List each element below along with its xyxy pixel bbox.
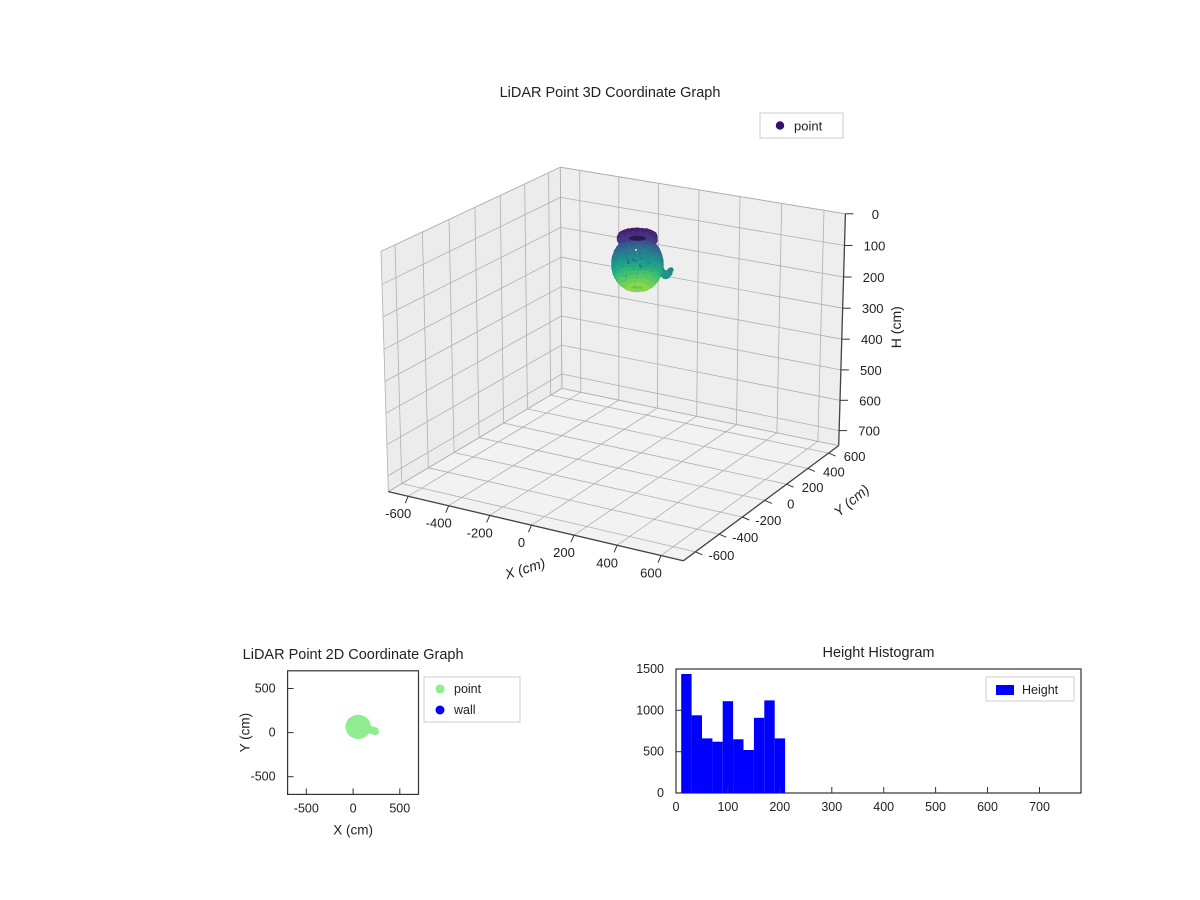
svg-text:500: 500 (389, 801, 410, 815)
svg-text:-200: -200 (755, 513, 781, 528)
svg-text:-500: -500 (251, 770, 276, 784)
svg-text:0: 0 (787, 496, 794, 511)
svg-text:point: point (794, 119, 823, 134)
svg-text:200: 200 (553, 545, 575, 560)
svg-text:X (cm): X (cm) (502, 555, 547, 583)
svg-text:600: 600 (844, 449, 866, 464)
svg-text:500: 500 (860, 363, 882, 378)
svg-text:Y (cm): Y (cm) (831, 481, 873, 520)
svg-text:400: 400 (596, 555, 618, 570)
svg-text:-600: -600 (708, 548, 734, 563)
svg-text:400: 400 (823, 464, 845, 479)
svg-text:-200: -200 (467, 525, 493, 540)
svg-text:LiDAR Point 3D Coordinate Grap: LiDAR Point 3D Coordinate Graph (500, 85, 721, 101)
svg-text:0: 0 (872, 207, 879, 222)
svg-text:-400: -400 (732, 530, 758, 545)
svg-text:0: 0 (350, 801, 357, 815)
svg-text:100: 100 (864, 239, 886, 254)
svg-text:600: 600 (640, 566, 662, 581)
svg-text:Y (cm): Y (cm) (238, 713, 253, 753)
svg-text:-400: -400 (426, 516, 452, 531)
svg-text:700: 700 (858, 424, 880, 439)
svg-text:LiDAR Point 2D Coordinate Grap: LiDAR Point 2D Coordinate Graph (243, 647, 464, 663)
svg-text:500: 500 (255, 682, 276, 696)
svg-text:400: 400 (861, 332, 883, 347)
svg-text:600: 600 (859, 393, 881, 408)
svg-text:300: 300 (862, 301, 884, 316)
svg-text:X (cm): X (cm) (333, 822, 373, 837)
svg-text:0: 0 (269, 726, 276, 740)
svg-text:H (cm): H (cm) (888, 306, 904, 348)
svg-text:-500: -500 (294, 801, 319, 815)
svg-text:-600: -600 (385, 506, 411, 521)
svg-text:0: 0 (518, 535, 525, 550)
svg-text:200: 200 (802, 480, 824, 495)
svg-text:200: 200 (863, 270, 885, 285)
